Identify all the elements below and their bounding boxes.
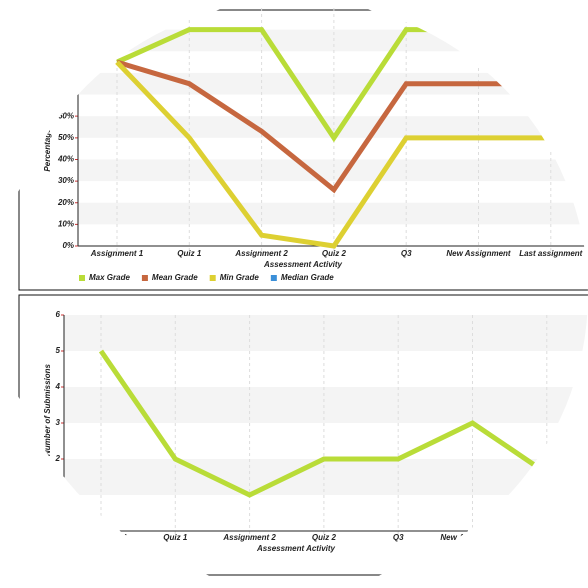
legend-label: Mean Grade bbox=[152, 273, 198, 282]
y-tick-label: 10% bbox=[58, 219, 74, 228]
grid-band bbox=[64, 315, 588, 351]
x-tick-label: Quiz 1 bbox=[177, 249, 202, 258]
y-tick-label: 40% bbox=[57, 155, 74, 164]
grid-band bbox=[78, 72, 588, 95]
x-tick-label: Q3 bbox=[393, 533, 404, 542]
legend-swatch bbox=[79, 275, 85, 281]
series-line bbox=[116, 59, 551, 194]
y-tick-label: 6 bbox=[56, 310, 61, 319]
x-tick-label: Last assignment bbox=[519, 249, 582, 258]
circular-view: 0% 10% 20% 30% 40% 50% 60% Assignment 1 Quiz 1 As… bbox=[18, 8, 588, 576]
y-tick-label: 20% bbox=[57, 198, 74, 207]
y-axis-title: Number of Submissions bbox=[43, 363, 52, 456]
legend-swatch bbox=[141, 275, 148, 281]
chart-frame bbox=[18, 9, 588, 291]
grid-band bbox=[78, 159, 588, 182]
legend-label: Median Grade bbox=[281, 273, 334, 282]
x-axis-title: Assessment Activity bbox=[256, 544, 336, 553]
y-tick-label: 4 bbox=[55, 382, 61, 391]
y-tick-label: 2 bbox=[55, 454, 61, 463]
x-tick-label: Assignment 2 bbox=[222, 533, 276, 542]
y-tick-label: 3 bbox=[56, 418, 61, 427]
grid-band bbox=[78, 29, 588, 52]
y-tick-label: 5 bbox=[56, 346, 61, 355]
x-tick-label: Assignment 1 bbox=[74, 533, 128, 542]
grid-band bbox=[78, 116, 588, 138]
x-tick-label: New Assignment bbox=[440, 533, 504, 542]
y-axis-title: Percentage bbox=[43, 128, 52, 172]
x-tick-label: Quiz 2 bbox=[312, 533, 337, 542]
grid-band bbox=[64, 459, 588, 495]
legend-label: Max Grade bbox=[89, 273, 130, 282]
series-line bbox=[115, 60, 551, 249]
grid-band bbox=[78, 202, 588, 225]
y-tick-label: 30% bbox=[58, 176, 74, 185]
x-tick-label: Last assignment bbox=[515, 533, 578, 542]
x-tick-label: Assignment 2 bbox=[234, 249, 288, 258]
x-axis-title: Assessment Activity bbox=[263, 260, 343, 269]
legend-swatch bbox=[209, 275, 216, 281]
legend-swatch bbox=[270, 275, 277, 281]
y-tick-label: 50% bbox=[58, 133, 74, 142]
x-tick-label: New Assignment bbox=[446, 249, 510, 258]
x-tick-label: Q3 bbox=[401, 249, 412, 258]
series-line bbox=[98, 349, 549, 498]
x-tick-label: Assignment 1 bbox=[90, 249, 144, 258]
x-tick-label: Quiz 2 bbox=[322, 249, 347, 258]
x-tick-label: Quiz 1 bbox=[163, 533, 188, 542]
grid-band bbox=[64, 387, 588, 423]
y-tick-label: 60% bbox=[58, 111, 74, 120]
legend-label: Min Grade bbox=[220, 273, 260, 282]
y-tick-label: 0% bbox=[62, 241, 74, 250]
